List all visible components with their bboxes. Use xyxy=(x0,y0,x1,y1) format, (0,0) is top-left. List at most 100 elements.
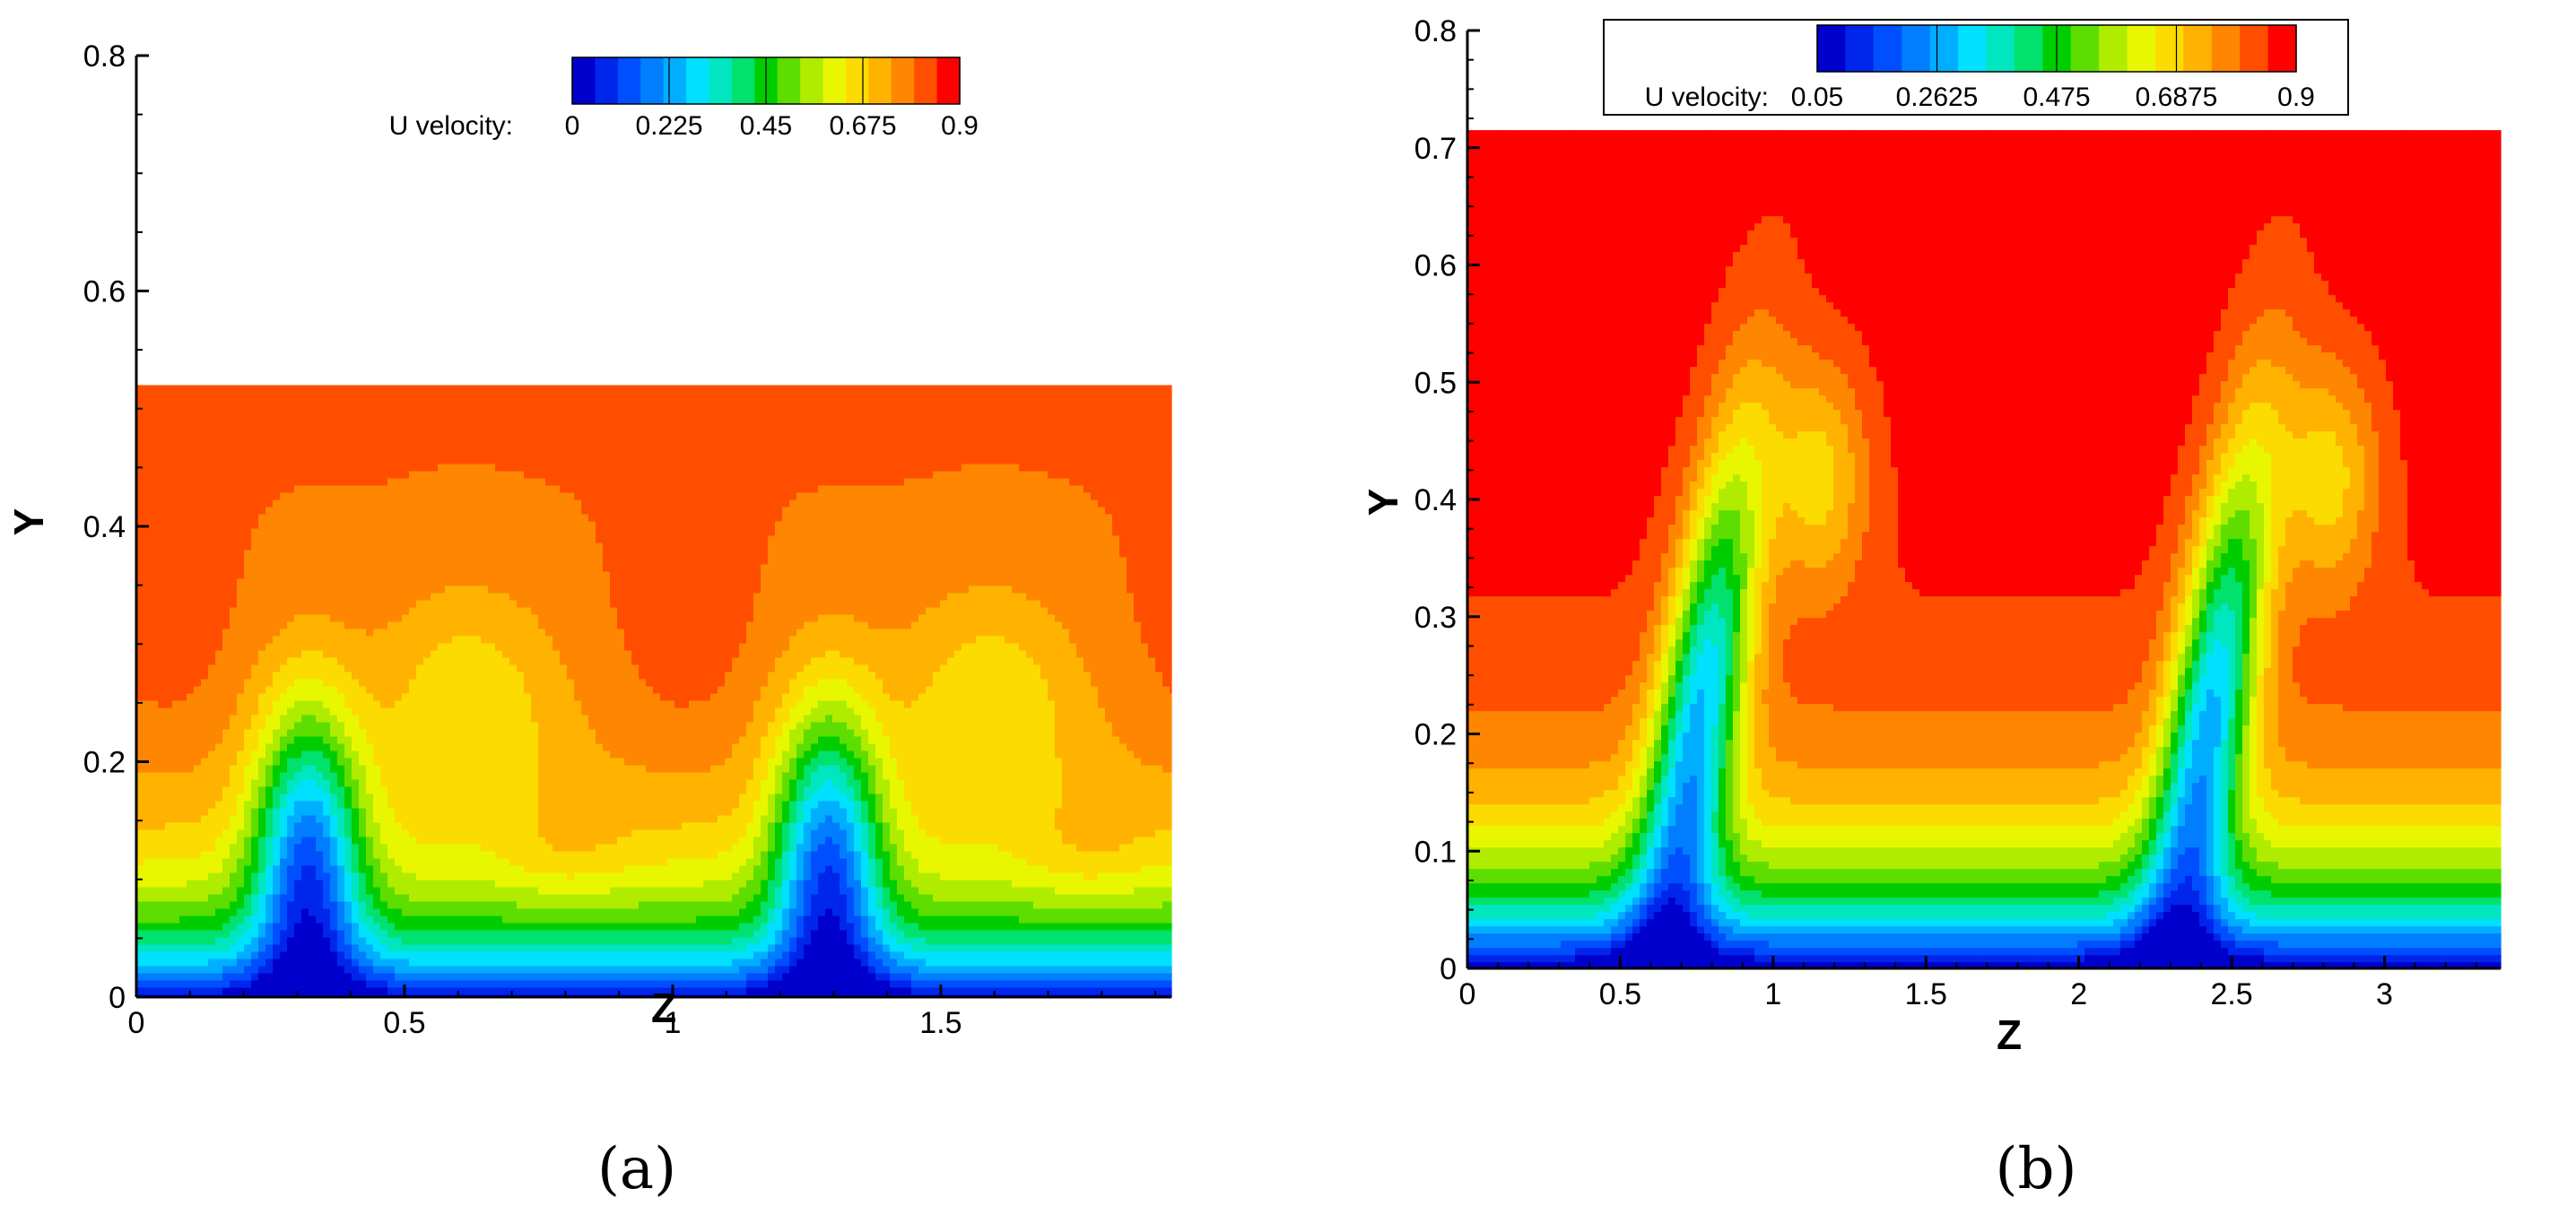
contour-cell xyxy=(352,428,360,437)
contour-cell xyxy=(474,542,482,551)
contour-cell xyxy=(237,528,245,537)
contour-cell xyxy=(976,399,984,408)
contour-cell xyxy=(926,435,934,444)
contour-cell xyxy=(431,449,439,458)
contour-cell xyxy=(976,621,984,630)
contour-cell xyxy=(323,456,331,465)
contour-cell xyxy=(990,392,998,401)
contour-cell xyxy=(273,399,281,408)
contour-cell xyxy=(976,586,984,594)
contour-cell xyxy=(488,521,496,530)
contour-cell xyxy=(703,471,711,480)
contour-cell xyxy=(653,550,661,559)
contour-cell xyxy=(1091,535,1099,544)
contour-cell xyxy=(1048,586,1056,594)
contour-cell xyxy=(179,514,187,523)
contour-cell xyxy=(1076,449,1084,458)
contour-cell xyxy=(588,392,596,401)
contour-cell xyxy=(667,607,675,616)
contour-cell xyxy=(194,442,202,451)
contour-cell xyxy=(431,492,439,501)
contour-cell xyxy=(294,542,302,551)
contour-cell xyxy=(1162,614,1171,623)
contour-cell xyxy=(502,456,510,465)
contour-cell xyxy=(1141,385,1149,394)
contour-cell xyxy=(359,471,367,480)
contour-cell xyxy=(782,614,790,623)
contour-cell xyxy=(710,485,718,494)
contour-cell xyxy=(1112,607,1120,616)
contour-cell xyxy=(1048,421,1056,429)
contour-cell xyxy=(144,614,152,623)
contour-cell xyxy=(445,600,453,609)
contour-cell xyxy=(610,528,618,537)
contour-cell xyxy=(387,521,396,530)
contour-cell xyxy=(832,621,840,630)
contour-cell xyxy=(423,456,431,465)
contour-cell xyxy=(366,413,374,422)
contour-cell xyxy=(309,421,317,429)
contour-cell xyxy=(337,629,345,638)
contour-cell xyxy=(1083,499,1092,508)
contour-cell xyxy=(1069,449,1077,458)
contour-cell xyxy=(933,464,941,473)
contour-cell xyxy=(1112,456,1120,465)
contour-cell xyxy=(366,399,374,408)
contour-cell xyxy=(409,449,417,458)
contour-cell xyxy=(1119,607,1127,616)
contour-cell xyxy=(861,435,869,444)
contour-cell xyxy=(1134,485,1142,494)
contour-cell xyxy=(1019,542,1027,551)
contour-cell xyxy=(545,385,553,394)
contour-cell xyxy=(517,399,525,408)
contour-cell xyxy=(789,478,797,487)
contour-cell xyxy=(1026,399,1034,408)
contour-cell xyxy=(739,421,747,429)
contour-cell xyxy=(222,607,231,616)
contour-cell xyxy=(804,464,812,473)
contour-cell xyxy=(674,607,683,616)
contour-cell xyxy=(431,392,439,401)
contour-cell xyxy=(438,478,446,487)
contour-cell xyxy=(294,413,302,422)
contour-cell xyxy=(847,564,855,573)
contour-cell xyxy=(1048,442,1056,451)
contour-cell xyxy=(280,586,288,594)
contour-cell xyxy=(667,514,675,523)
contour-cell xyxy=(481,535,489,544)
contour-cell xyxy=(926,413,934,422)
contour-cell xyxy=(452,456,460,465)
contour-cell xyxy=(1141,435,1149,444)
contour-cell xyxy=(646,607,654,616)
contour-cell xyxy=(438,385,446,394)
contour-cell xyxy=(1048,542,1056,551)
contour-cell xyxy=(431,586,439,594)
contour-cell xyxy=(911,406,919,415)
contour-cell xyxy=(718,385,726,394)
contour-cell xyxy=(222,564,231,573)
contour-cell xyxy=(940,456,948,465)
contour-cell xyxy=(660,456,668,465)
contour-cell xyxy=(976,507,984,516)
contour-cell xyxy=(639,600,647,609)
contour-cell xyxy=(323,413,331,422)
contour-cell xyxy=(947,421,955,429)
contour-cell xyxy=(431,471,439,480)
contour-cell xyxy=(509,629,518,638)
contour-cell xyxy=(208,528,216,537)
contour-cell xyxy=(682,435,690,444)
contour-cell xyxy=(1055,406,1063,415)
contour-cell xyxy=(402,478,410,487)
contour-cell xyxy=(438,406,446,415)
contour-cell xyxy=(488,621,496,630)
contour-cell xyxy=(811,535,819,544)
contour-cell xyxy=(560,535,568,544)
contour-cell xyxy=(1048,514,1056,523)
contour-cell xyxy=(380,564,388,573)
contour-cell xyxy=(359,542,367,551)
contour-cell xyxy=(287,478,295,487)
contour-cell xyxy=(244,413,252,422)
contour-cell xyxy=(818,499,826,508)
contour-cell xyxy=(818,492,826,501)
contour-cell xyxy=(818,571,826,580)
